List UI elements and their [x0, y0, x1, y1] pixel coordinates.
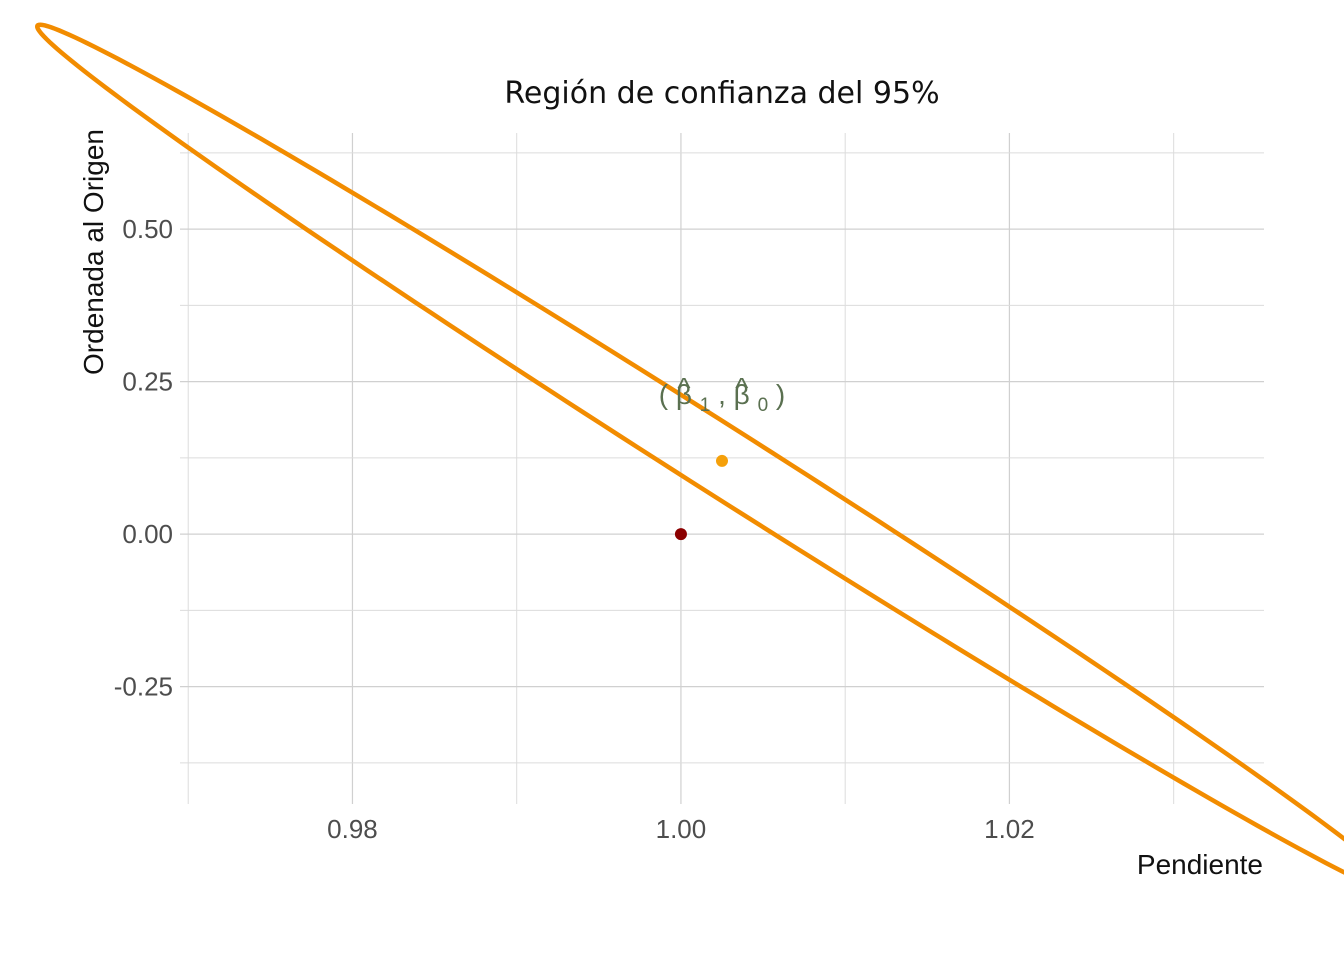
annotation-beta1-subscript: 1: [700, 395, 711, 416]
annotation-close-paren: ): [776, 379, 785, 410]
beta-hat-annotation: ( β 1 , β 0 ): [659, 379, 786, 417]
y-axis-ticks: -0.25 0.00 0.25 0.50: [114, 214, 173, 702]
annotation-beta0: β: [734, 379, 750, 410]
annotation-comma: ,: [718, 379, 726, 410]
annotation-beta0-subscript: 0: [758, 395, 769, 416]
chart-title: Región de confianza del 95%: [504, 76, 939, 111]
true-value-point: [674, 528, 687, 541]
y-tick-label: 0.50: [122, 214, 173, 244]
y-tick-label: -0.25: [114, 672, 173, 702]
confidence-ellipse: [34, 22, 1344, 875]
x-tick-label: 1.02: [984, 814, 1035, 844]
y-tick-label: 0.25: [122, 367, 173, 397]
estimate-point: [716, 454, 728, 467]
x-axis-ticks: 0.98 1.00 1.02: [327, 814, 1035, 844]
grid-lines: [180, 133, 1264, 804]
y-axis-title: Ordenada al Origen: [78, 129, 109, 375]
annotation-open-paren: (: [659, 379, 669, 410]
y-tick-label: 0.00: [122, 519, 173, 549]
x-axis-title: Pendiente: [1137, 849, 1263, 880]
data-points: [674, 454, 728, 541]
x-tick-label: 0.98: [327, 814, 378, 844]
annotation-hat-beta0: ^: [735, 372, 748, 403]
annotation-beta1: β: [676, 379, 692, 410]
x-tick-label: 1.00: [656, 814, 707, 844]
annotation-hat-beta1: ^: [677, 372, 690, 403]
